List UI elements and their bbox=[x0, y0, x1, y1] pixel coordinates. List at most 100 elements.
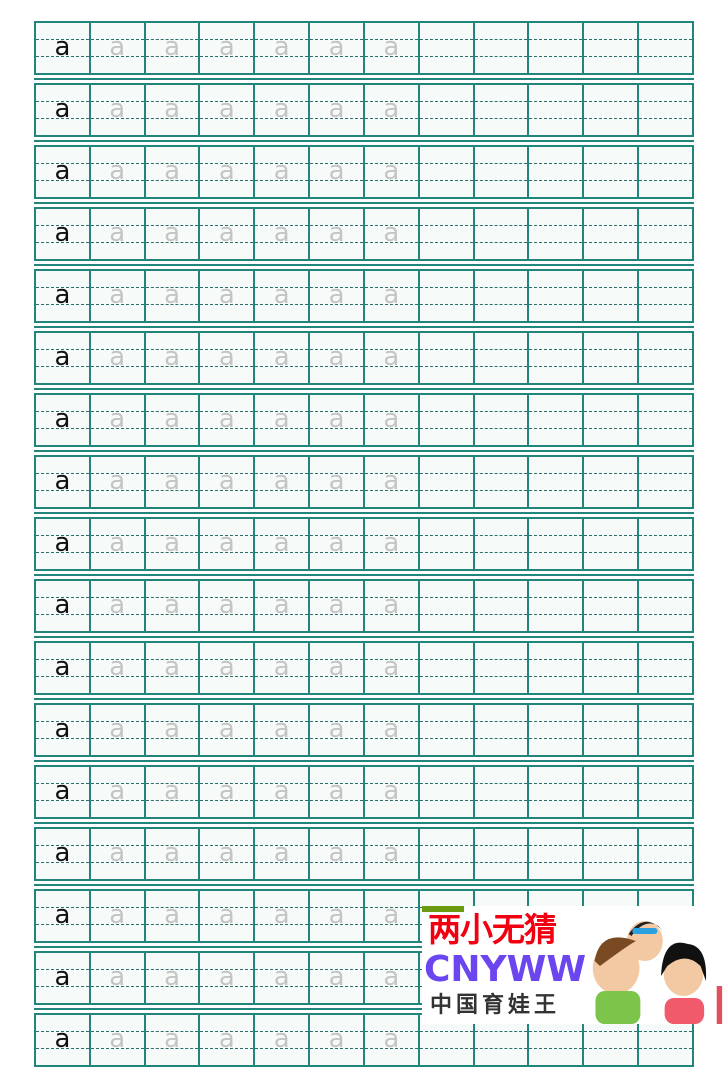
writing-cell[interactable]: a bbox=[253, 705, 309, 755]
writing-cell[interactable]: a bbox=[362, 1015, 418, 1065]
writing-cell[interactable]: a bbox=[143, 767, 199, 817]
writing-cell[interactable] bbox=[637, 395, 692, 445]
writing-cell[interactable] bbox=[417, 209, 473, 259]
writing-cell[interactable] bbox=[472, 147, 528, 197]
writing-cell[interactable]: a bbox=[198, 891, 254, 941]
writing-cell[interactable]: a bbox=[198, 829, 254, 879]
writing-cell[interactable]: a bbox=[198, 333, 254, 383]
writing-cell[interactable]: a bbox=[36, 1015, 89, 1065]
writing-cell[interactable] bbox=[527, 643, 583, 693]
writing-cell[interactable]: a bbox=[36, 829, 89, 879]
writing-cell[interactable]: a bbox=[143, 1015, 199, 1065]
writing-cell[interactable] bbox=[582, 271, 638, 321]
writing-cell[interactable]: a bbox=[308, 581, 363, 631]
writing-cell[interactable] bbox=[582, 85, 638, 135]
writing-cell[interactable] bbox=[527, 519, 583, 569]
writing-cell[interactable] bbox=[472, 581, 528, 631]
writing-cell[interactable] bbox=[527, 23, 583, 73]
writing-cell[interactable]: a bbox=[253, 891, 309, 941]
writing-cell[interactable] bbox=[637, 767, 692, 817]
writing-cell[interactable]: a bbox=[198, 85, 254, 135]
writing-cell[interactable] bbox=[417, 643, 473, 693]
writing-cell[interactable]: a bbox=[198, 519, 254, 569]
writing-cell[interactable]: a bbox=[88, 519, 144, 569]
writing-cell[interactable] bbox=[637, 829, 692, 879]
writing-cell[interactable]: a bbox=[253, 1015, 309, 1065]
writing-cell[interactable]: a bbox=[143, 333, 199, 383]
writing-cell[interactable]: a bbox=[362, 767, 418, 817]
writing-cell[interactable]: a bbox=[308, 457, 363, 507]
writing-cell[interactable]: a bbox=[88, 395, 144, 445]
writing-cell[interactable] bbox=[582, 581, 638, 631]
writing-cell[interactable] bbox=[527, 581, 583, 631]
writing-cell[interactable]: a bbox=[88, 85, 144, 135]
writing-cell[interactable]: a bbox=[143, 953, 199, 1003]
writing-cell[interactable]: a bbox=[88, 953, 144, 1003]
writing-cell[interactable] bbox=[637, 271, 692, 321]
writing-cell[interactable]: a bbox=[253, 333, 309, 383]
writing-cell[interactable] bbox=[472, 23, 528, 73]
writing-cell[interactable]: a bbox=[253, 85, 309, 135]
writing-cell[interactable] bbox=[472, 643, 528, 693]
writing-cell[interactable]: a bbox=[362, 643, 418, 693]
writing-cell[interactable] bbox=[582, 643, 638, 693]
writing-cell[interactable]: a bbox=[362, 891, 418, 941]
writing-cell[interactable]: a bbox=[308, 271, 363, 321]
writing-cell[interactable]: a bbox=[362, 953, 418, 1003]
writing-cell[interactable] bbox=[527, 147, 583, 197]
writing-cell[interactable] bbox=[472, 271, 528, 321]
writing-cell[interactable] bbox=[637, 85, 692, 135]
writing-cell[interactable] bbox=[417, 395, 473, 445]
writing-cell[interactable] bbox=[527, 333, 583, 383]
writing-cell[interactable]: a bbox=[143, 147, 199, 197]
writing-cell[interactable]: a bbox=[253, 23, 309, 73]
writing-cell[interactable]: a bbox=[143, 519, 199, 569]
writing-cell[interactable] bbox=[637, 581, 692, 631]
writing-cell[interactable]: a bbox=[253, 581, 309, 631]
writing-cell[interactable]: a bbox=[198, 457, 254, 507]
writing-cell[interactable] bbox=[582, 209, 638, 259]
writing-cell[interactable]: a bbox=[362, 85, 418, 135]
writing-cell[interactable] bbox=[527, 705, 583, 755]
writing-cell[interactable]: a bbox=[253, 209, 309, 259]
writing-cell[interactable]: a bbox=[253, 643, 309, 693]
writing-cell[interactable]: a bbox=[253, 395, 309, 445]
writing-cell[interactable]: a bbox=[308, 23, 363, 73]
writing-cell[interactable] bbox=[417, 333, 473, 383]
writing-cell[interactable]: a bbox=[308, 395, 363, 445]
writing-cell[interactable]: a bbox=[88, 705, 144, 755]
writing-cell[interactable] bbox=[472, 457, 528, 507]
writing-cell[interactable] bbox=[417, 85, 473, 135]
writing-cell[interactable]: a bbox=[362, 519, 418, 569]
writing-cell[interactable]: a bbox=[362, 271, 418, 321]
writing-cell[interactable]: a bbox=[143, 457, 199, 507]
writing-cell[interactable]: a bbox=[36, 953, 89, 1003]
writing-cell[interactable]: a bbox=[308, 953, 363, 1003]
writing-cell[interactable]: a bbox=[362, 581, 418, 631]
writing-cell[interactable]: a bbox=[36, 457, 89, 507]
writing-cell[interactable]: a bbox=[36, 891, 89, 941]
writing-cell[interactable] bbox=[582, 705, 638, 755]
writing-cell[interactable]: a bbox=[362, 333, 418, 383]
writing-cell[interactable] bbox=[637, 23, 692, 73]
writing-cell[interactable]: a bbox=[308, 209, 363, 259]
writing-cell[interactable]: a bbox=[88, 333, 144, 383]
writing-cell[interactable]: a bbox=[198, 395, 254, 445]
writing-cell[interactable] bbox=[582, 23, 638, 73]
writing-cell[interactable]: a bbox=[88, 209, 144, 259]
writing-cell[interactable] bbox=[637, 147, 692, 197]
writing-cell[interactable]: a bbox=[198, 643, 254, 693]
writing-cell[interactable]: a bbox=[198, 767, 254, 817]
writing-cell[interactable]: a bbox=[308, 767, 363, 817]
writing-cell[interactable]: a bbox=[36, 705, 89, 755]
writing-cell[interactable]: a bbox=[308, 519, 363, 569]
writing-cell[interactable] bbox=[417, 705, 473, 755]
writing-cell[interactable] bbox=[417, 147, 473, 197]
writing-cell[interactable]: a bbox=[88, 643, 144, 693]
writing-cell[interactable] bbox=[527, 85, 583, 135]
writing-cell[interactable]: a bbox=[198, 209, 254, 259]
writing-cell[interactable] bbox=[582, 519, 638, 569]
writing-cell[interactable] bbox=[582, 829, 638, 879]
writing-cell[interactable]: a bbox=[253, 829, 309, 879]
writing-cell[interactable]: a bbox=[308, 333, 363, 383]
